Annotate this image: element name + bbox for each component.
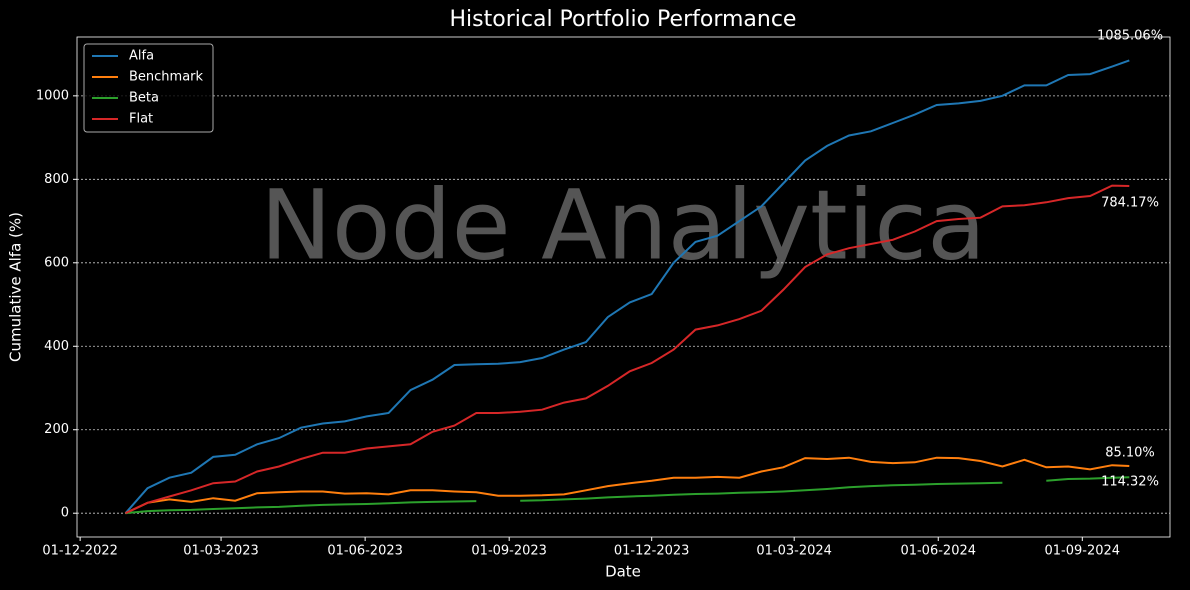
plot-frame [76, 36, 1171, 538]
series-line [125, 184, 1130, 515]
x-tick-label: 01-12-2023 [614, 544, 690, 559]
annotation: 85.10% [1105, 446, 1155, 461]
legend-label: Flat [129, 112, 153, 127]
chart-title: Historical Portfolio Performance [450, 7, 797, 32]
series-line [124, 59, 1130, 514]
legend-label: Beta [129, 91, 159, 106]
annotation: 114.32% [1101, 475, 1159, 490]
watermark: Node Analytica [260, 169, 986, 281]
x-tick-label: 01-09-2023 [471, 544, 547, 559]
legend-box [83, 43, 214, 133]
x-tick-label: 01-03-2024 [756, 544, 832, 559]
annotation: 784.17% [1101, 196, 1159, 211]
y-tick-label: 400 [44, 339, 69, 354]
series-line [125, 456, 1130, 515]
y-tick-label: 200 [44, 422, 69, 437]
y-tick-label: 600 [44, 255, 69, 270]
x-axis-label: Date [605, 563, 641, 581]
series-line [125, 476, 1130, 515]
annotation: 1085.06% [1097, 29, 1163, 44]
y-axis-label: Cumulative Alfa (%) [7, 212, 25, 362]
y-tick-label: 800 [44, 172, 69, 187]
x-tick-label: 01-06-2023 [327, 544, 403, 559]
legend-label: Benchmark [129, 70, 204, 85]
x-tick-label: 01-12-2022 [42, 544, 118, 559]
y-tick-label: 0 [61, 506, 69, 521]
x-tick-label: 01-03-2023 [183, 544, 259, 559]
x-tick-label: 01-06-2024 [900, 544, 976, 559]
legend-label: Alfa [129, 49, 154, 64]
x-tick-label: 01-09-2024 [1045, 544, 1121, 559]
y-tick-label: 1000 [36, 88, 69, 103]
